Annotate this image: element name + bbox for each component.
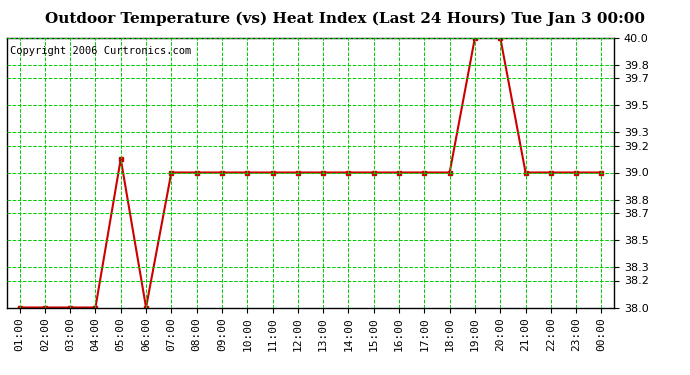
Text: Copyright 2006 Curtronics.com: Copyright 2006 Curtronics.com bbox=[10, 46, 191, 56]
Text: Outdoor Temperature (vs) Heat Index (Last 24 Hours) Tue Jan 3 00:00: Outdoor Temperature (vs) Heat Index (Las… bbox=[45, 11, 645, 26]
